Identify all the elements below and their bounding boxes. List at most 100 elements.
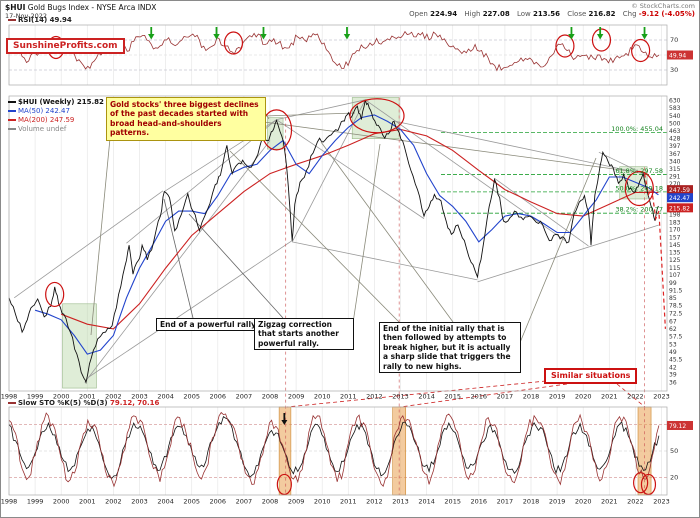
year-label: 2010 bbox=[314, 393, 331, 401]
price-axis-value: 45.5 bbox=[669, 356, 683, 363]
price-axis-value: 583 bbox=[669, 105, 681, 112]
stochastic-indicator-label: Slow STO %K(5) %D(3) 79.12, 70.16 bbox=[8, 399, 159, 407]
year-label: 2017 bbox=[497, 393, 514, 401]
year-label: 2014 bbox=[418, 393, 435, 401]
year-label: 2005 bbox=[183, 393, 200, 401]
year-label: 2020 bbox=[575, 498, 592, 506]
svg-text:49.94: 49.94 bbox=[669, 53, 686, 60]
annotation-end-of-rally: End of a powerful rally bbox=[156, 318, 260, 332]
open-value: 224.94 bbox=[430, 10, 458, 18]
stoch-values-text: 79.12, 70.16 bbox=[110, 399, 160, 407]
year-label: 2005 bbox=[183, 498, 200, 506]
trendlines bbox=[13, 97, 660, 495]
year-label: 2006 bbox=[210, 393, 227, 401]
stoch-axis-value: 50 bbox=[670, 447, 678, 455]
year-label: 2012 bbox=[366, 498, 383, 506]
last-value-tag bbox=[667, 203, 693, 213]
year-label: 2021 bbox=[601, 393, 618, 401]
stoch-label-text: Slow STO %K(5) %D(3) bbox=[18, 399, 108, 407]
year-label: 2023 bbox=[653, 498, 670, 506]
green-arrow-icon bbox=[643, 27, 646, 34]
year-label: 2021 bbox=[601, 498, 618, 506]
year-label: 2007 bbox=[236, 498, 253, 506]
price-axis-value: 183 bbox=[669, 219, 681, 226]
copyright-label: © StockCharts.com bbox=[631, 2, 695, 10]
fib-label: 100.0%: 455.04 bbox=[611, 125, 663, 133]
year-label: 1998 bbox=[1, 393, 17, 401]
annotation-head-and-shoulders-note: Gold stocks' three biggest declines of t… bbox=[106, 97, 266, 141]
open-label: Open bbox=[409, 10, 428, 18]
chg-value: -9.12 (-4.05%) bbox=[638, 10, 695, 18]
year-label: 2001 bbox=[79, 393, 96, 401]
year-label: 2020 bbox=[575, 393, 592, 401]
ohlc-quote-bar: Open 224.94 High 227.08 Low 213.56 Close… bbox=[404, 10, 695, 18]
year-label: 2008 bbox=[262, 393, 279, 401]
price-axis-value: 135 bbox=[669, 249, 681, 256]
price-projection-dashed bbox=[643, 173, 666, 329]
data-series bbox=[8, 30, 666, 488]
year-label: 2009 bbox=[288, 498, 305, 506]
fib-label: 50.0%: 249.18 bbox=[615, 184, 663, 192]
price-axis-value: 42 bbox=[669, 364, 677, 371]
close-value: 216.82 bbox=[588, 10, 616, 18]
svg-text:79.12: 79.12 bbox=[669, 423, 686, 430]
price-axis-value: 170 bbox=[669, 227, 681, 234]
highlight-ellipse bbox=[555, 34, 575, 58]
rsi-axis-value: 30 bbox=[670, 66, 678, 74]
year-label: 1999 bbox=[27, 393, 44, 401]
rsi-label-text: RSI(14) 49.94 bbox=[18, 16, 72, 24]
legend-item: $HUI (Weekly) 215.82 bbox=[8, 98, 104, 107]
stoch-k-line bbox=[8, 411, 660, 488]
year-label: 2022 bbox=[627, 393, 644, 401]
price-axis-value: 72.5 bbox=[669, 310, 683, 317]
legend-swatch-icon bbox=[8, 100, 16, 103]
year-label: 2017 bbox=[497, 498, 514, 506]
green-arrow-icon bbox=[215, 27, 218, 34]
highlight-ellipse bbox=[624, 170, 654, 207]
ma50-line bbox=[34, 114, 659, 355]
annotation-zigzag-correction: Zigzag correction that starts another po… bbox=[254, 318, 354, 351]
legend-item: MA(50) 242.47 bbox=[8, 107, 104, 116]
year-label: 2018 bbox=[523, 393, 540, 401]
highlight-ellipse bbox=[633, 472, 649, 494]
year-label: 2000 bbox=[53, 393, 70, 401]
price-axis-value: 62 bbox=[669, 326, 677, 333]
price-axis-value: 107 bbox=[669, 272, 681, 279]
price-axis-value: 39 bbox=[669, 372, 677, 379]
highlight-ellipse bbox=[640, 473, 657, 496]
year-label: 2001 bbox=[79, 498, 96, 506]
chart-header-title: $HUI Gold Bugs Index - NYSE Arca INDX bbox=[5, 3, 156, 12]
price-axis-value: 540 bbox=[669, 113, 681, 120]
price-axis-value: 315 bbox=[669, 166, 681, 173]
price-axis-value: 198 bbox=[669, 212, 681, 219]
legend-label: MA(200) 247.59 bbox=[18, 116, 75, 124]
highlight-ellipse bbox=[276, 473, 292, 496]
sunshine-profits-logo[interactable]: SunshineProfits.com bbox=[6, 38, 125, 54]
year-label: 1999 bbox=[27, 498, 44, 506]
price-axis-value: 99 bbox=[669, 280, 677, 287]
fib-label: 61.8%: 297.58 bbox=[615, 167, 663, 175]
price-axis-value: 270 bbox=[669, 181, 681, 188]
year-label: 2013 bbox=[392, 393, 409, 401]
year-label: 1998 bbox=[1, 498, 17, 506]
svg-text:247.59: 247.59 bbox=[669, 187, 690, 194]
price-axis-value: 630 bbox=[669, 98, 681, 105]
price-axis-value: 500 bbox=[669, 120, 681, 127]
year-label: 2008 bbox=[262, 498, 279, 506]
price-axis-value: 36 bbox=[669, 379, 677, 386]
highlight-ellipse bbox=[45, 281, 65, 308]
year-label: 2012 bbox=[366, 393, 383, 401]
price-axis-value: 53 bbox=[669, 341, 677, 348]
price-axis-value: 57.5 bbox=[669, 333, 683, 340]
symbol-label: $HUI bbox=[5, 3, 26, 12]
highlight-ellipse bbox=[631, 38, 651, 63]
green-arrow-icon bbox=[599, 27, 602, 34]
last-value-tag bbox=[667, 50, 693, 60]
legend-swatch-icon bbox=[8, 109, 16, 112]
price-axis-value: 157 bbox=[669, 234, 681, 241]
last-value-tag bbox=[667, 193, 693, 203]
green-arrow-icon bbox=[262, 27, 265, 34]
price-axis-value: 397 bbox=[669, 143, 681, 150]
high-value: 227.08 bbox=[482, 10, 510, 18]
